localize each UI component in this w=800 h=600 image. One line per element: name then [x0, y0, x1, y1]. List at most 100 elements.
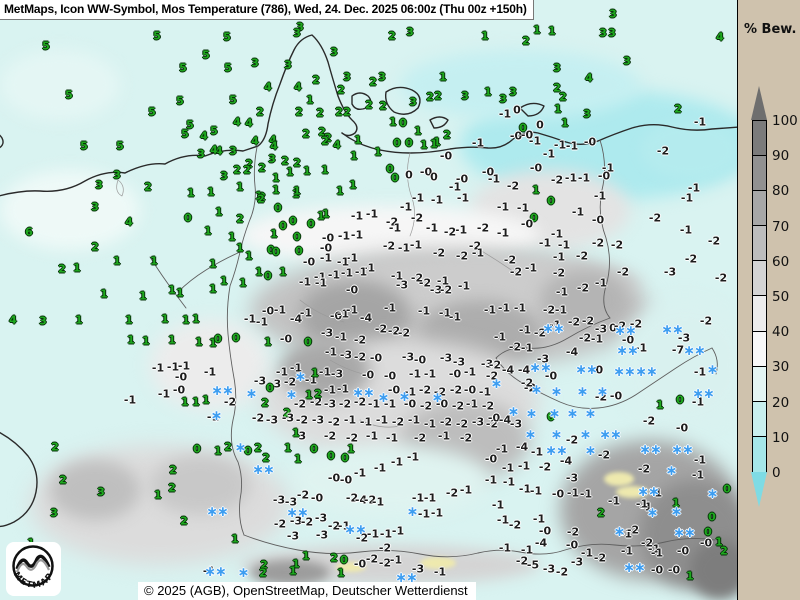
temperature-value: 2: [522, 34, 530, 48]
temperature-value: 1: [100, 287, 108, 301]
temperature-value: 1: [239, 276, 247, 290]
temperature-value: -0: [321, 231, 335, 245]
temperature-value: 2: [243, 163, 251, 177]
temperature-value: -3: [401, 350, 415, 364]
temperature-value: -2: [385, 215, 399, 229]
temperature-value: -1: [403, 385, 417, 399]
temperature-value: 4: [245, 116, 253, 130]
temperature-value: 1: [293, 184, 301, 198]
temperature-value: 5: [116, 139, 124, 153]
temperature-value: -1: [336, 382, 350, 396]
temperature-value: 1: [306, 93, 314, 107]
temperature-value: 2: [337, 83, 345, 97]
temperature-value: -3: [330, 367, 344, 381]
temperature-value: 2: [258, 161, 266, 175]
temperature-value: -1: [343, 413, 357, 427]
temperature-value: -0: [509, 129, 523, 143]
snow-symbol: ∗: [706, 362, 719, 378]
snow-symbol: ∗∗: [639, 442, 661, 458]
temperature-value: -2: [523, 381, 537, 395]
temperature-value: -2: [418, 276, 432, 290]
temperature-value: 0: [723, 482, 731, 496]
temperature-value: -1: [438, 306, 452, 320]
temperature-value: -2: [591, 236, 605, 250]
temperature-value: 1: [127, 333, 135, 347]
temperature-value: -3: [339, 348, 353, 362]
temperature-value: -1: [579, 487, 593, 501]
temperature-value: -1: [340, 266, 354, 280]
snow-symbol: ∗∗: [613, 364, 635, 380]
temperature-value: -1: [366, 527, 380, 541]
temperature-value: 1: [236, 180, 244, 194]
temperature-value: -2: [610, 238, 624, 252]
temperature-value: -3: [536, 352, 550, 366]
snow-symbol: ∗: [245, 386, 258, 402]
temperature-value: 2: [257, 192, 265, 206]
snow-symbol: ∗∗: [286, 505, 308, 521]
temperature-value: -1: [390, 269, 404, 283]
temperature-value: 1: [374, 145, 382, 159]
temperature-value: -2: [594, 390, 608, 404]
temperature-value: 1: [272, 183, 280, 197]
temperature-value: -2: [508, 518, 522, 532]
temperature-value: -3: [320, 326, 334, 340]
temperature-value: 4: [294, 80, 302, 94]
temperature-value: -0: [484, 452, 498, 466]
temperature-value: -1: [552, 250, 566, 264]
temperature-value: 0: [536, 118, 544, 132]
temperature-value: 2: [365, 98, 373, 112]
temperature-value: -1: [407, 413, 421, 427]
temperature-value: -1: [495, 442, 509, 456]
temperature-value: -0: [413, 353, 427, 367]
temperature-value: -1: [166, 360, 180, 374]
temperature-value: -0: [383, 369, 397, 383]
temperature-value: -2: [451, 399, 465, 413]
temperature-value: 5: [202, 48, 210, 62]
temperature-value: 5: [186, 118, 194, 132]
temperature-value: 4: [264, 80, 272, 94]
temperature-value: -4: [534, 536, 548, 550]
temperature-value: -2: [476, 221, 490, 235]
temperature-value: 1: [182, 313, 190, 327]
temperature-value: 1: [220, 274, 228, 288]
temperature-value: -1: [430, 506, 444, 520]
weather-map-canvas[interactable]: 3113555323111233453355333442323145213123…: [0, 0, 737, 600]
temperature-value: -1: [634, 341, 648, 355]
temperature-value: 2: [343, 105, 351, 119]
snow-symbol: ∗: [237, 565, 250, 581]
temperature-value: -3: [286, 529, 300, 543]
temperature-value: 0: [547, 410, 555, 424]
colorbar-segment: [753, 401, 766, 437]
temperature-value: -2: [433, 385, 447, 399]
temperature-value: -1: [457, 279, 471, 293]
temperature-value: -0: [597, 169, 611, 183]
temperature-value: 1: [192, 395, 200, 409]
temperature-value: 3: [608, 26, 616, 40]
temperature-value: 3: [583, 107, 591, 121]
snow-symbol: ∗∗: [395, 570, 417, 586]
temperature-value: -0: [650, 563, 664, 577]
temperature-value: -4: [565, 345, 579, 359]
temperature-value: -1: [448, 180, 462, 194]
temperature-value: -0: [621, 333, 635, 347]
temperature-value: 1: [209, 257, 217, 271]
colorbar-segment: [753, 121, 766, 157]
snow-symbol: ∗: [294, 369, 307, 385]
temperature-value: 0: [513, 103, 521, 117]
temperature-value: -1: [580, 546, 594, 560]
temperature-value: -2: [699, 314, 713, 328]
snow-symbol: ∗: [548, 406, 561, 422]
temperature-value: 0: [391, 171, 399, 185]
temperature-value: 1: [292, 426, 300, 440]
temperature-value: 3: [409, 95, 417, 109]
temperature-value: 1: [289, 564, 297, 578]
temperature-value: -1: [359, 415, 373, 429]
temperature-value: -1: [471, 246, 485, 260]
temperature-value: -1: [454, 223, 468, 237]
snow-symbol: ∗∗: [206, 504, 228, 520]
temperature-value: -2: [353, 350, 367, 364]
temperature-value: 1: [255, 189, 263, 203]
temperature-value: 0: [304, 335, 312, 349]
temperature-value: 2: [254, 441, 262, 455]
temperature-value: -1: [548, 318, 562, 332]
